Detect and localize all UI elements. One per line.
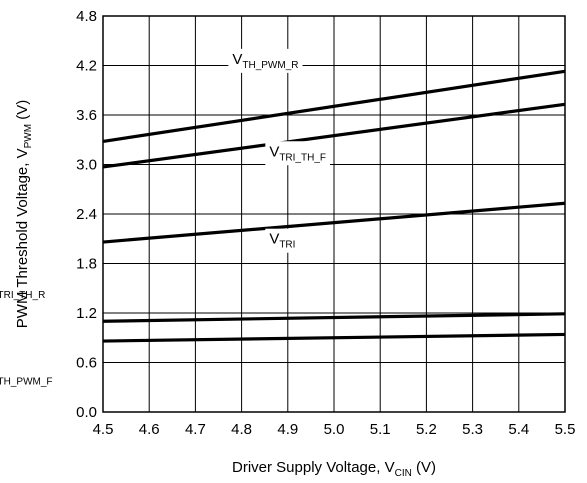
y-axis-title: PWM Threshold Voltage, VPWM (V) bbox=[14, 100, 34, 328]
series-label-background bbox=[265, 228, 300, 253]
y-tick-label: 3.6 bbox=[76, 107, 97, 124]
y-tick-label: 2.4 bbox=[76, 206, 97, 223]
series-label: VTRI_TH_R bbox=[0, 281, 45, 301]
series-label: VTRI bbox=[269, 231, 295, 251]
series-line bbox=[102, 201, 566, 244]
series-label: VTH_PWM_R bbox=[232, 51, 298, 71]
series-line bbox=[102, 332, 566, 343]
x-tick-label: 4.8 bbox=[231, 421, 252, 438]
y-tick-label: 1.8 bbox=[76, 256, 97, 273]
x-tick-label: 5.5 bbox=[555, 421, 576, 438]
y-tick-label: 3.0 bbox=[76, 157, 97, 174]
series-label-background bbox=[0, 365, 57, 390]
series-labels: VTH_PWM_R VTRI_TH_F VTRI VTRI_TH_R VTH_PWM_F bbox=[0, 48, 331, 390]
x-axis-ticks: 4.5 4.6 4.7 4.8 4.9 5.0 5.1 5.2 5.3 5.4 5.5 bbox=[93, 421, 576, 438]
series-label-background bbox=[228, 48, 303, 73]
x-tick-label: 4.9 bbox=[277, 421, 298, 438]
x-tick-label: 5.1 bbox=[370, 421, 391, 438]
grid bbox=[102, 15, 566, 413]
plot-frame bbox=[102, 15, 566, 413]
series-label-background bbox=[0, 279, 50, 304]
series-line bbox=[102, 69, 566, 143]
x-tick-label: 4.7 bbox=[185, 421, 206, 438]
x-tick-label: 5.0 bbox=[324, 421, 345, 438]
series-label-background bbox=[265, 141, 331, 166]
x-tick-label: 5.3 bbox=[462, 421, 483, 438]
x-tick-label: 5.2 bbox=[416, 421, 437, 438]
y-tick-label: 4.8 bbox=[76, 8, 97, 25]
series-label: VTH_PWM_F bbox=[0, 368, 53, 388]
series-line bbox=[102, 312, 566, 323]
x-tick-label: 5.4 bbox=[508, 421, 529, 438]
x-tick-label: 4.6 bbox=[139, 421, 160, 438]
series-line bbox=[102, 102, 566, 169]
series-lines bbox=[102, 69, 566, 343]
series-label: VTRI_TH_F bbox=[269, 143, 326, 163]
x-axis-title: Driver Supply Voltage, VCIN (V) bbox=[232, 459, 436, 479]
y-tick-label: 0.6 bbox=[76, 355, 97, 372]
x-tick-label: 4.5 bbox=[93, 421, 114, 438]
y-tick-label: 1.2 bbox=[76, 305, 97, 322]
y-axis-ticks: 0.0 0.6 1.2 1.8 2.4 3.0 3.6 4.2 4.8 bbox=[76, 8, 97, 421]
y-tick-label: 0.0 bbox=[76, 404, 97, 421]
y-tick-label: 4.2 bbox=[76, 58, 97, 75]
